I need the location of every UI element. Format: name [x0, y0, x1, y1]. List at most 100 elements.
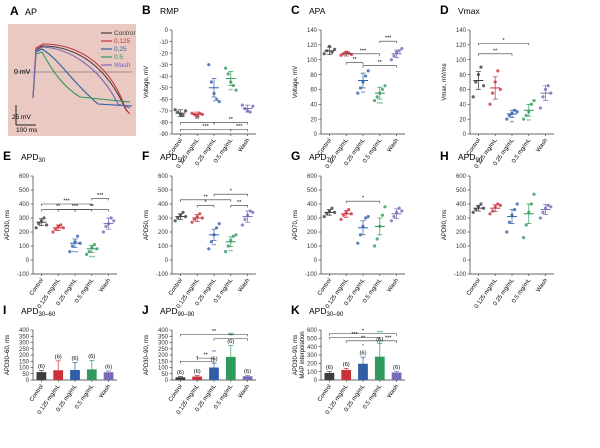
data-point	[538, 216, 543, 220]
legend-label-control: Control	[114, 30, 136, 37]
data-point	[209, 240, 213, 244]
legend-label-05: 0.5	[114, 54, 123, 61]
y-tick-label: 0	[165, 378, 169, 384]
panel-letter: J	[142, 303, 149, 317]
data-point	[366, 215, 370, 219]
data-point	[513, 108, 517, 112]
y-tick-label: 200	[307, 362, 318, 368]
y-tick-label: 60	[459, 88, 466, 94]
significance-marker: ***	[377, 330, 384, 336]
data-point	[383, 205, 387, 209]
data-point	[51, 230, 55, 234]
data-point	[482, 206, 486, 210]
data-point	[87, 250, 91, 254]
chart-e: E APD30 -100 0 100 200 300 400 500 600 APD30, ms Co…	[3, 149, 117, 310]
data-point	[176, 216, 180, 220]
sample-size-label: (6)	[343, 362, 350, 368]
y-tick-label: 120	[456, 43, 467, 49]
y-tick-label: 80	[459, 73, 466, 79]
data-point	[243, 217, 247, 221]
bar	[391, 372, 402, 380]
data-point	[389, 58, 393, 62]
data-point	[488, 102, 492, 106]
bar	[86, 369, 97, 380]
significance-marker: ***	[228, 333, 235, 339]
bar	[358, 363, 368, 380]
y-tick-label: 200	[158, 230, 169, 236]
sample-size-label: (6)	[326, 365, 333, 371]
data-point	[248, 110, 252, 114]
y-tick-label: 20	[459, 117, 466, 123]
significance-marker: **	[212, 243, 217, 249]
zero-voltage-label: 0 mV	[14, 69, 31, 76]
panel-letter: E	[3, 149, 11, 163]
y-tick-label: 400	[307, 345, 318, 351]
significance-marker: ***	[72, 250, 79, 256]
data-point	[101, 230, 105, 234]
y-tick-label: 200	[307, 230, 318, 236]
data-point	[507, 220, 511, 224]
y-tick-label: 200	[158, 353, 169, 359]
panel-title: AP	[25, 7, 37, 17]
y-tick-label: 300	[307, 353, 318, 359]
significance-marker: **	[229, 88, 234, 94]
data-point	[240, 103, 244, 107]
significance-bracket-label: ***	[202, 124, 209, 130]
data-point	[234, 233, 238, 237]
y-tick-label: 300	[19, 216, 30, 222]
sample-size-label: (6)	[88, 354, 95, 360]
data-point	[59, 223, 63, 227]
y-tick-label: 250	[19, 347, 30, 353]
y-tick-label: 100	[307, 370, 318, 376]
y-tick-label: 0	[314, 258, 318, 264]
panel-title-subscript: 90	[475, 158, 482, 164]
y-tick-label: 100	[456, 58, 467, 64]
y-tick-label: 80	[310, 73, 317, 79]
data-point	[215, 226, 219, 230]
y-tick-label: 100	[307, 58, 318, 64]
significance-marker: *	[213, 100, 216, 106]
y-tick-label: -60	[159, 98, 168, 104]
y-axis-label-secondary: MAP interpolation	[300, 331, 306, 378]
data-point	[342, 213, 346, 217]
data-point	[333, 210, 337, 214]
data-point	[224, 66, 228, 70]
panel-title: APD70	[309, 152, 334, 164]
data-point	[85, 252, 89, 256]
y-tick-label: 600	[158, 174, 169, 180]
data-point	[524, 223, 528, 227]
data-point	[333, 47, 337, 51]
data-point	[375, 237, 379, 241]
data-point	[339, 217, 343, 221]
y-tick-label: 400	[307, 202, 318, 208]
data-point	[181, 210, 185, 214]
x-tick-label: Wash	[387, 138, 401, 154]
chart-g: G APD70 -100 0 100 200 300 400 500 600 APD70, ms Co…	[291, 149, 405, 310]
significance-bracket-label: **	[229, 117, 234, 123]
y-tick-label: 250	[158, 347, 169, 353]
data-point	[173, 219, 177, 223]
y-tick-label: -20	[159, 51, 168, 57]
data-point	[251, 104, 255, 108]
data-point	[389, 219, 393, 223]
data-point	[491, 91, 495, 95]
data-point	[373, 244, 377, 248]
panel-letter: C	[291, 3, 300, 17]
panel-letter: G	[291, 149, 300, 163]
data-point	[474, 208, 478, 212]
data-point	[76, 234, 80, 238]
data-point	[397, 49, 401, 53]
x-tick-label: Control	[168, 278, 184, 297]
ap-trace-05	[32, 51, 131, 103]
significance-bracket-label: **	[352, 57, 357, 63]
y-tick-label: -100	[17, 272, 30, 278]
panel-title: APD30–90	[309, 306, 344, 318]
chart-f: F APD50 -100 0 100 200 300 400 500 600 APD50, ms Co…	[142, 149, 256, 310]
y-axis-label: Vmax, mV/ms	[442, 63, 448, 100]
significance-bracket-label: *	[196, 356, 199, 362]
significance-bracket-label: ***	[351, 332, 358, 338]
ap-trace-025	[32, 48, 133, 107]
data-point	[34, 226, 38, 230]
x-tick-label: Wash	[238, 138, 252, 154]
